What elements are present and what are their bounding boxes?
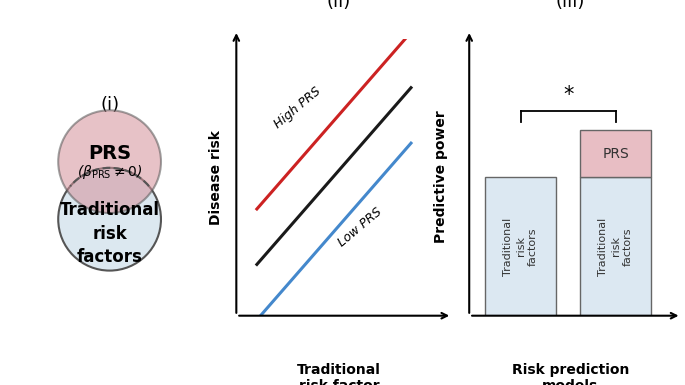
Bar [580, 130, 651, 177]
Text: Traditional
risk
factors: Traditional risk factors [598, 217, 633, 276]
Text: Predictive power: Predictive power [434, 111, 448, 243]
Text: (i): (i) [100, 96, 119, 114]
Text: Low PRS: Low PRS [335, 205, 384, 249]
Text: Risk prediction
models: Risk prediction models [512, 363, 629, 385]
Circle shape [58, 110, 161, 213]
Text: ($\beta_{\mathrm{PRS}} \neq 0$): ($\beta_{\mathrm{PRS}} \neq 0$) [77, 163, 142, 181]
Bar [580, 177, 651, 316]
Bar [486, 177, 556, 316]
Text: Traditional
risk
factors: Traditional risk factors [60, 201, 160, 266]
Text: PRS: PRS [602, 147, 629, 161]
Text: High PRS: High PRS [272, 85, 324, 131]
Text: *: * [563, 85, 573, 105]
Text: Disease risk: Disease risk [209, 130, 223, 224]
Text: Traditional
risk
factors: Traditional risk factors [503, 217, 538, 276]
Circle shape [58, 168, 161, 271]
Text: (iii): (iii) [556, 0, 585, 11]
Text: Traditional
risk factor: Traditional risk factor [297, 363, 381, 385]
Text: (ii): (ii) [327, 0, 351, 11]
Text: PRS: PRS [88, 144, 131, 163]
